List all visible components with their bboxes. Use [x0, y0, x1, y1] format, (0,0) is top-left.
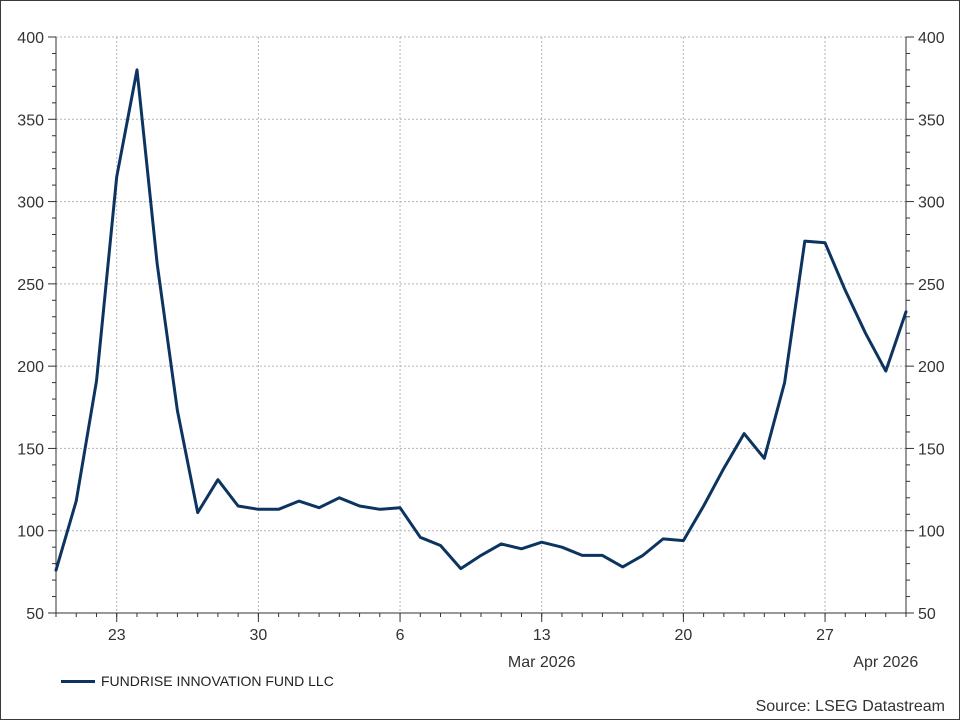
right-y-tick-label: 250 — [918, 277, 945, 294]
left-y-tick-label: 250 — [17, 277, 44, 294]
right-y-tick-label: 300 — [918, 195, 945, 212]
source-note: Source: LSEG Datastream — [755, 698, 945, 715]
left-y-tick-label: 100 — [17, 524, 44, 541]
x-tick-label: 20 — [674, 627, 692, 644]
right-y-tick-label: 350 — [918, 112, 945, 129]
x-tick-label: 30 — [249, 627, 267, 644]
left-y-tick-label: 400 — [17, 30, 44, 47]
x-tick-label: 27 — [816, 627, 834, 644]
legend-swatch — [61, 679, 95, 683]
right-y-tick-label: 200 — [918, 359, 945, 376]
left-y-tick-label: 350 — [17, 112, 44, 129]
x-tick-label: 23 — [108, 627, 126, 644]
series-line — [54, 68, 908, 572]
left-y-tick-label: 200 — [17, 359, 44, 376]
right-y-tick-label: 50 — [918, 606, 936, 623]
right-y-tick-label: 150 — [918, 441, 945, 458]
right-y-tick-label: 100 — [918, 524, 945, 541]
left-y-tick-label: 150 — [17, 441, 44, 458]
legend-label: FUNDRISE INNOVATION FUND LLC — [101, 673, 334, 689]
x-tick-label: 13 — [533, 627, 551, 644]
month-label: Apr 2026 — [853, 654, 918, 671]
right-y-tick-label: 400 — [918, 30, 945, 47]
month-label: Mar 2026 — [508, 654, 576, 671]
legend: FUNDRISE INNOVATION FUND LLC — [61, 673, 334, 689]
left-y-tick-label: 50 — [26, 606, 44, 623]
x-tick-label: 6 — [396, 627, 405, 644]
left-y-tick-label: 300 — [17, 195, 44, 212]
